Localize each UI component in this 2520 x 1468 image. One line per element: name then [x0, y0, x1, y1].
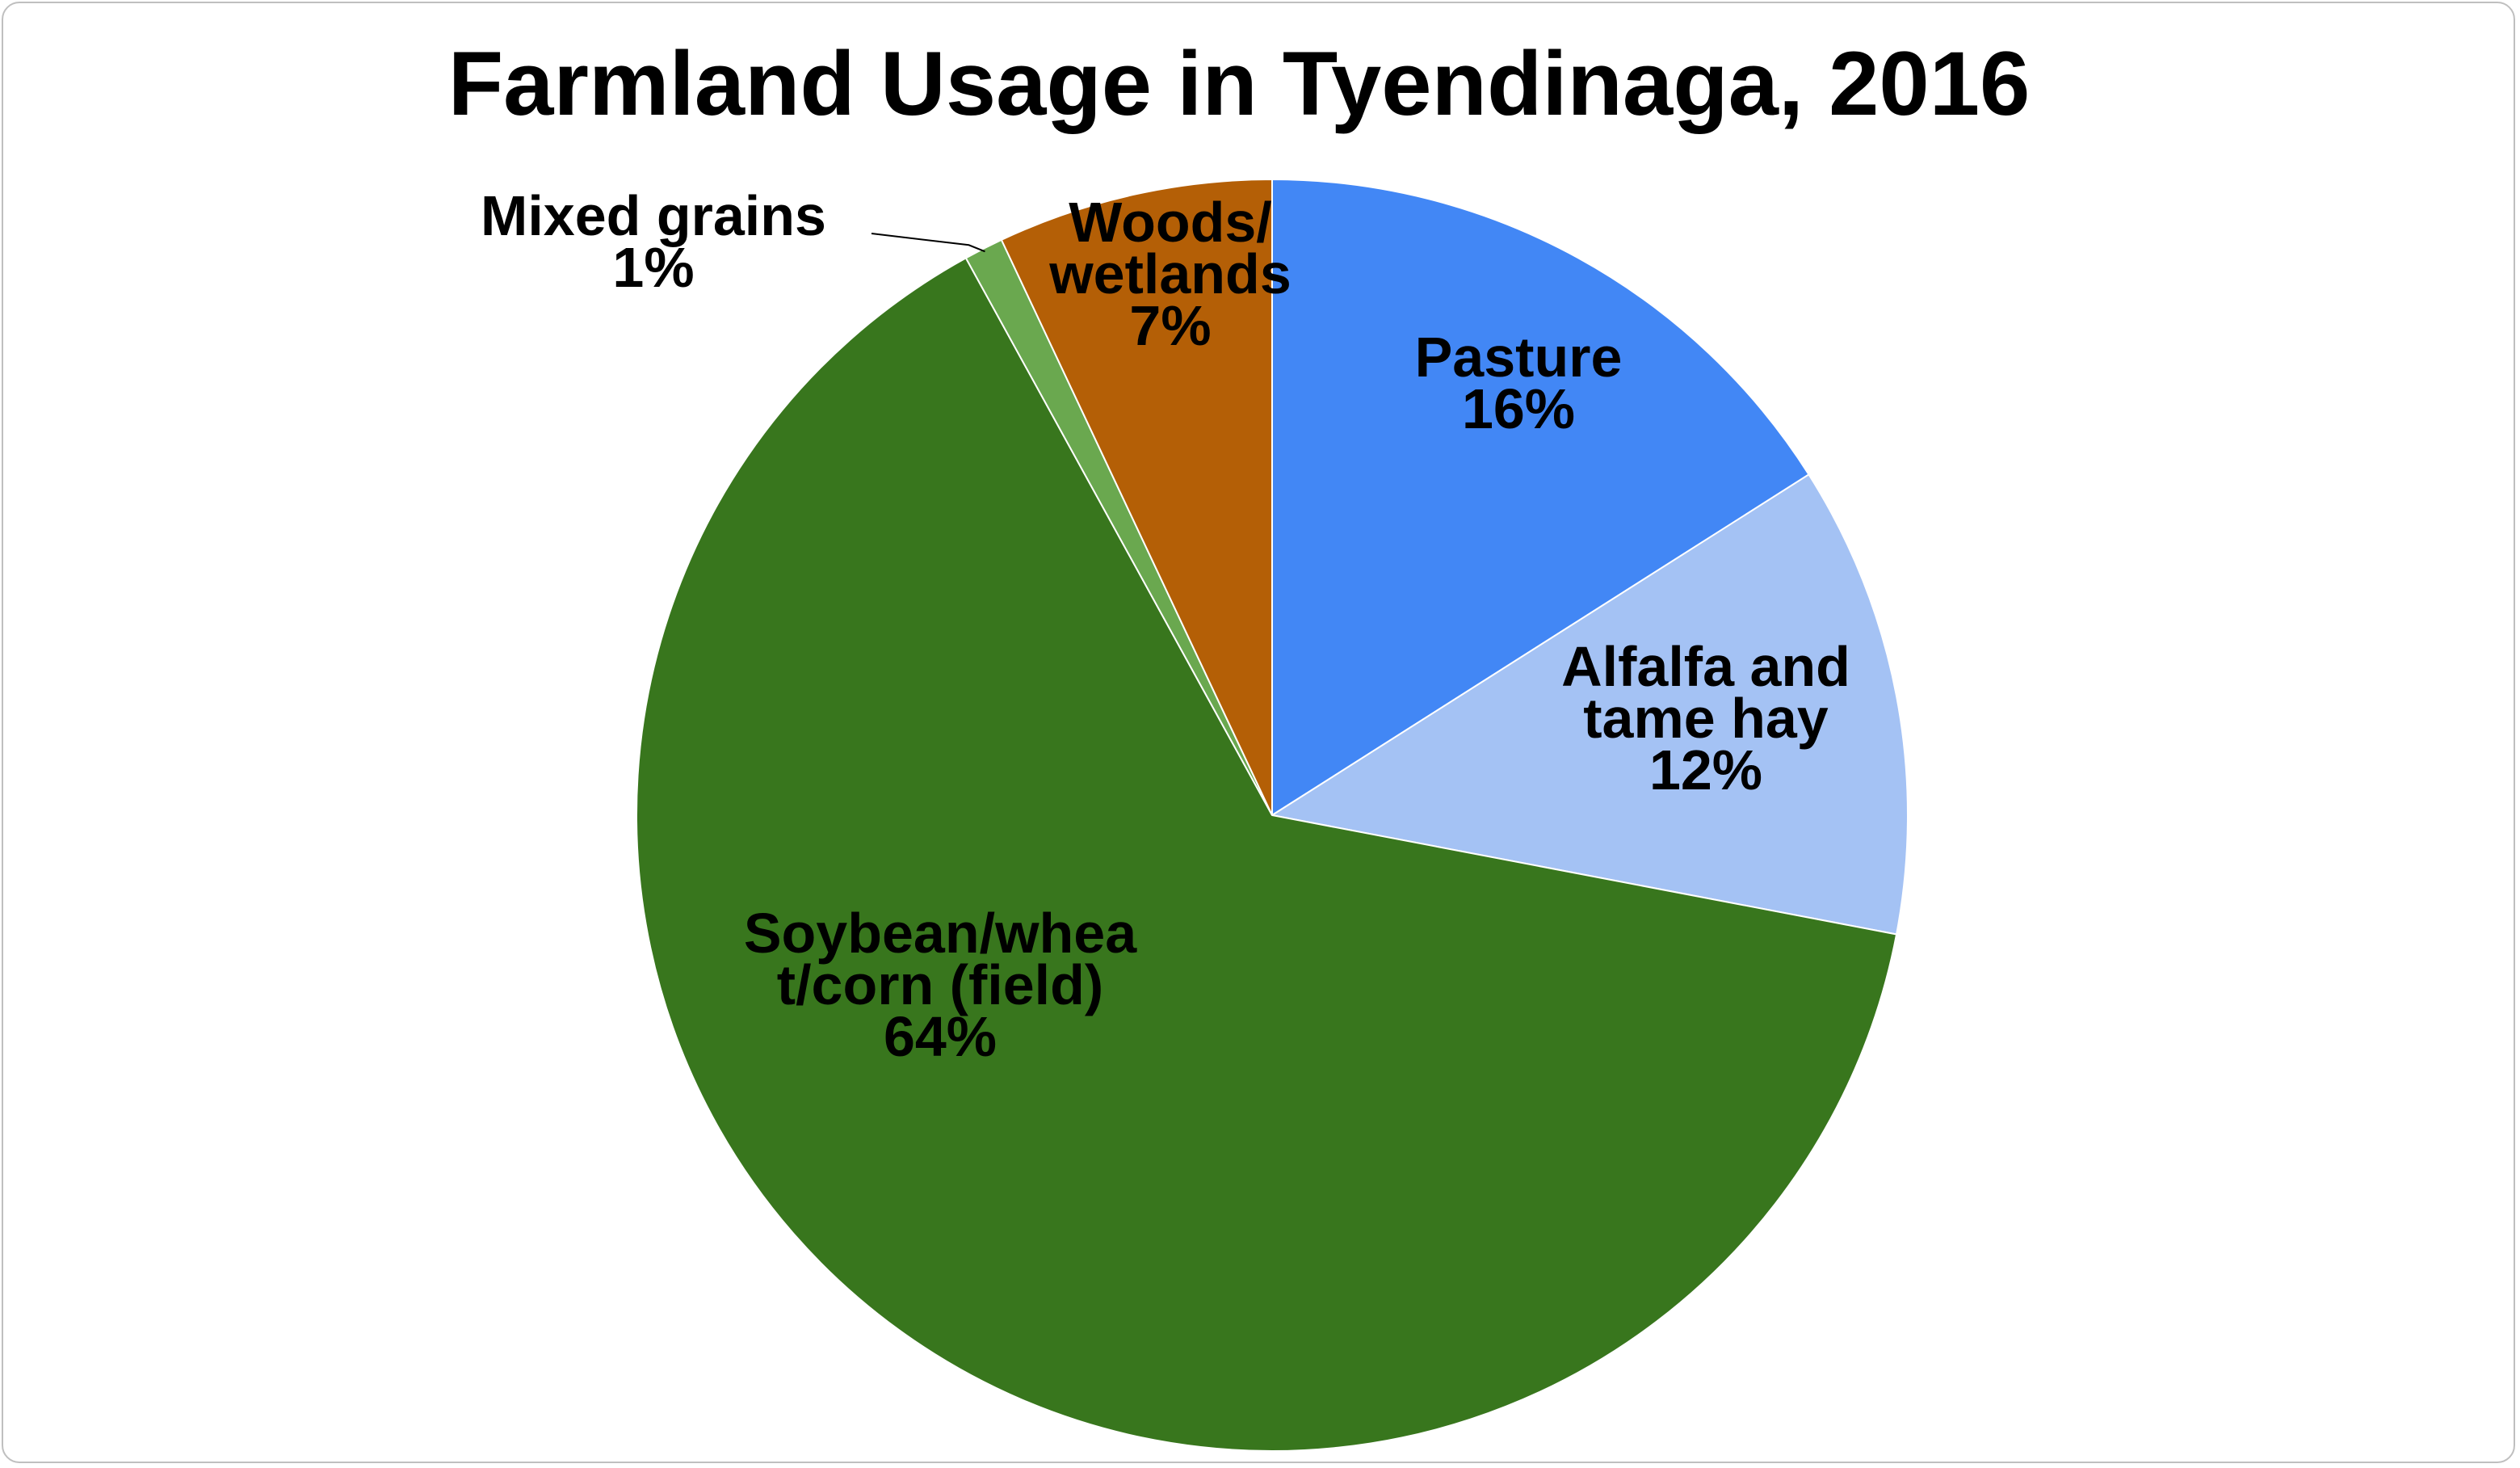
slice-label-line: 12%: [1649, 738, 1762, 801]
pie-slice-pasture: [1271, 178, 1810, 817]
slice-label-line: tame hay: [1583, 687, 1829, 750]
chart-title: Farmland Usage in Tyendinaga, 2016: [448, 33, 2031, 134]
slice-labels: Pasture 16% Alfalfa and tame hay 12% Soybean/…: [481, 184, 1850, 1068]
pie-slices: [636, 178, 1909, 1452]
pie-chart: Farmland Usage in Tyendinaga, 2016 Pastu…: [448, 33, 2031, 1452]
slice-label-line: 7%: [1129, 294, 1211, 357]
pie-slice-woods-wetlands: [1000, 178, 1273, 816]
slice-label-line: 16%: [1462, 377, 1575, 440]
slice-label-line: 1%: [612, 236, 694, 299]
slice-label-line: t/corn (field): [777, 953, 1103, 1016]
leader-line-mixed-grains: [871, 233, 985, 253]
slice-label-mixed-grains: Mixed grains 1%: [481, 184, 826, 299]
slice-label-line: Pasture: [1415, 326, 1623, 389]
slice-label-line: Soybean/whea: [744, 902, 1137, 965]
slice-label-line: Mixed grains: [481, 184, 826, 247]
pie-slice-alfalfa-and-tame-hay: [1270, 473, 1909, 936]
slice-label-pasture: Pasture 16%: [1415, 326, 1623, 440]
slice-label-line: Woods/: [1069, 191, 1271, 254]
pie-slice-soybean-wheat-corn-field: [636, 256, 1898, 1452]
slice-label-woods-wetlands: Woods/wetlands 7%: [1048, 191, 1292, 357]
slice-label-line: 64%: [884, 1005, 997, 1068]
slice-label-alfalfa-and-tame-hay: Alfalfa and tame hay 12%: [1561, 635, 1850, 801]
leader-lines: [871, 233, 985, 253]
slice-label-line: Alfalfa and: [1561, 635, 1850, 698]
slice-label-line: wetlands: [1048, 242, 1292, 305]
slice-label-soybean-wheat-corn-field: Soybean/whea t/corn (field) 64%: [744, 902, 1137, 1068]
